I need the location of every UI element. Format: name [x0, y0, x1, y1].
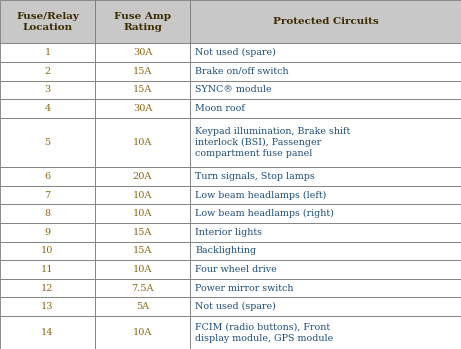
- Text: 8: 8: [44, 209, 51, 218]
- Text: 12: 12: [41, 284, 54, 292]
- Text: Protected Circuits: Protected Circuits: [272, 17, 378, 26]
- Text: Fuse Amp
Rating: Fuse Amp Rating: [114, 12, 171, 32]
- Text: 15A: 15A: [133, 67, 152, 76]
- Text: 7: 7: [44, 191, 51, 200]
- Text: 13: 13: [41, 302, 54, 311]
- Bar: [0, 242, 95, 260]
- Bar: [95, 167, 190, 186]
- Bar: [190, 167, 461, 186]
- Bar: [95, 223, 190, 242]
- Bar: [0, 186, 95, 205]
- Bar: [0, 297, 95, 316]
- Text: 30A: 30A: [133, 48, 152, 57]
- Text: Interior lights: Interior lights: [195, 228, 262, 237]
- Bar: [0, 316, 95, 349]
- Bar: [190, 297, 461, 316]
- Text: 1: 1: [44, 48, 51, 57]
- Bar: [95, 242, 190, 260]
- Text: 7.5A: 7.5A: [131, 284, 154, 292]
- Bar: [190, 223, 461, 242]
- Text: Four wheel drive: Four wheel drive: [195, 265, 277, 274]
- Bar: [190, 62, 461, 81]
- Text: Power mirror switch: Power mirror switch: [195, 284, 294, 292]
- Text: 10A: 10A: [133, 328, 152, 337]
- Text: 4: 4: [44, 104, 51, 113]
- Bar: [190, 279, 461, 297]
- Text: 20A: 20A: [133, 172, 152, 181]
- Text: 15A: 15A: [133, 86, 152, 94]
- Bar: [0, 81, 95, 99]
- Text: 10A: 10A: [133, 191, 152, 200]
- Text: Brake on/off switch: Brake on/off switch: [195, 67, 289, 76]
- Bar: [95, 81, 190, 99]
- Text: Low beam headlamps (left): Low beam headlamps (left): [195, 191, 326, 200]
- Text: 10A: 10A: [133, 209, 152, 218]
- Text: 11: 11: [41, 265, 54, 274]
- Bar: [190, 0, 461, 43]
- Bar: [95, 0, 190, 43]
- Text: 6: 6: [44, 172, 51, 181]
- Text: 5: 5: [44, 138, 51, 147]
- Bar: [95, 260, 190, 279]
- Bar: [95, 316, 190, 349]
- Bar: [95, 118, 190, 167]
- Text: Not used (spare): Not used (spare): [195, 48, 276, 57]
- Bar: [190, 118, 461, 167]
- Bar: [0, 260, 95, 279]
- Text: 9: 9: [44, 228, 51, 237]
- Bar: [95, 43, 190, 62]
- Text: 2: 2: [44, 67, 51, 76]
- Bar: [0, 167, 95, 186]
- Text: 15A: 15A: [133, 228, 152, 237]
- Text: Low beam headlamps (right): Low beam headlamps (right): [195, 209, 334, 218]
- Bar: [95, 279, 190, 297]
- Text: 10A: 10A: [133, 265, 152, 274]
- Bar: [95, 297, 190, 316]
- Bar: [190, 260, 461, 279]
- Text: 10: 10: [41, 246, 53, 255]
- Text: 15A: 15A: [133, 246, 152, 255]
- Text: FCIM (radio buttons), Front
display module, GPS module: FCIM (radio buttons), Front display modu…: [195, 322, 333, 342]
- Bar: [0, 223, 95, 242]
- Bar: [190, 43, 461, 62]
- Bar: [190, 81, 461, 99]
- Text: SYNC® module: SYNC® module: [195, 86, 272, 94]
- Bar: [95, 205, 190, 223]
- Text: Keypad illumination, Brake shift
interlock (BSI), Passenger
compartment fuse pan: Keypad illumination, Brake shift interlo…: [195, 127, 350, 158]
- Bar: [95, 62, 190, 81]
- Text: Fuse/Relay
Location: Fuse/Relay Location: [16, 12, 79, 32]
- Bar: [95, 99, 190, 118]
- Bar: [190, 242, 461, 260]
- Bar: [0, 118, 95, 167]
- Text: 3: 3: [44, 86, 51, 94]
- Bar: [190, 186, 461, 205]
- Bar: [0, 43, 95, 62]
- Text: Backlighting: Backlighting: [195, 246, 256, 255]
- Bar: [190, 205, 461, 223]
- Bar: [95, 186, 190, 205]
- Bar: [190, 99, 461, 118]
- Bar: [190, 316, 461, 349]
- Bar: [0, 279, 95, 297]
- Text: 10A: 10A: [133, 138, 152, 147]
- Text: 14: 14: [41, 328, 54, 337]
- Bar: [0, 205, 95, 223]
- Text: Moon roof: Moon roof: [195, 104, 245, 113]
- Bar: [0, 0, 95, 43]
- Text: 5A: 5A: [136, 302, 149, 311]
- Bar: [0, 99, 95, 118]
- Text: Turn signals, Stop lamps: Turn signals, Stop lamps: [195, 172, 315, 181]
- Bar: [0, 62, 95, 81]
- Text: Not used (spare): Not used (spare): [195, 302, 276, 311]
- Text: 30A: 30A: [133, 104, 152, 113]
